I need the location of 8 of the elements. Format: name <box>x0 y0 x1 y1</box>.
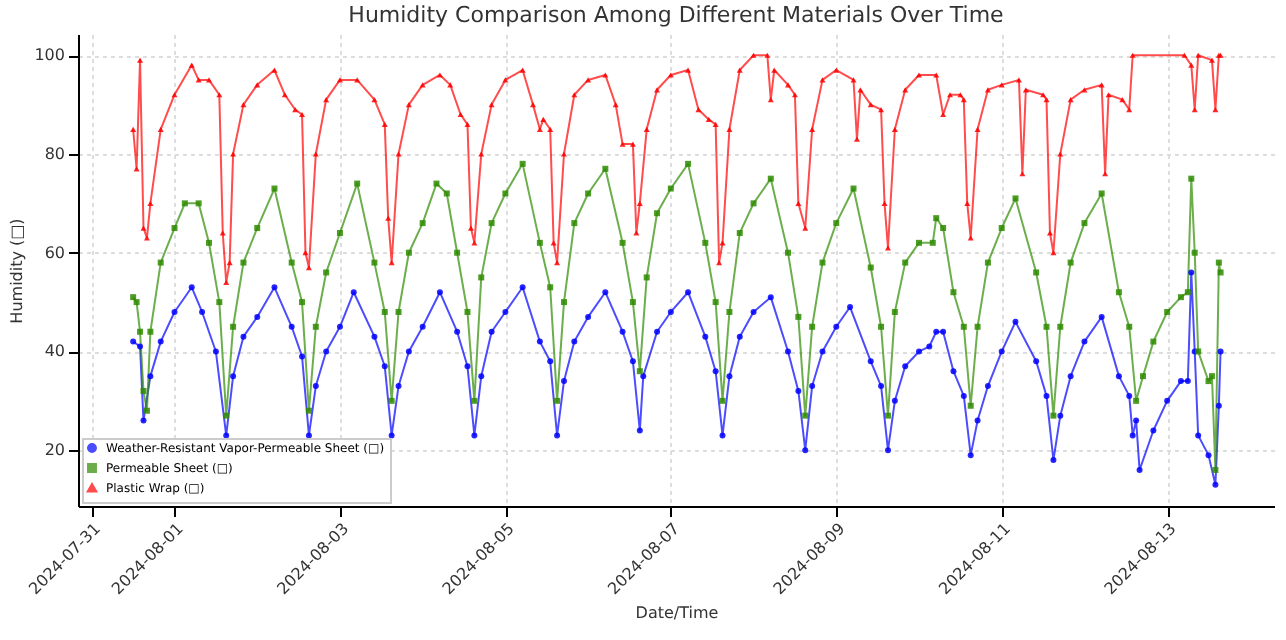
y-tick-label: 60 <box>44 243 65 262</box>
y-tick-label: 80 <box>44 144 65 163</box>
x-axis-title: Date/Time <box>635 604 719 623</box>
y-tick-label: 100 <box>34 46 65 65</box>
y-tick-label: 20 <box>44 441 65 460</box>
chart-title: Humidity Comparison Among Different Materials Over Time <box>348 2 1005 28</box>
y-axis-title: Humidity (□) <box>8 218 27 324</box>
y-tick-label: 40 <box>44 342 65 361</box>
